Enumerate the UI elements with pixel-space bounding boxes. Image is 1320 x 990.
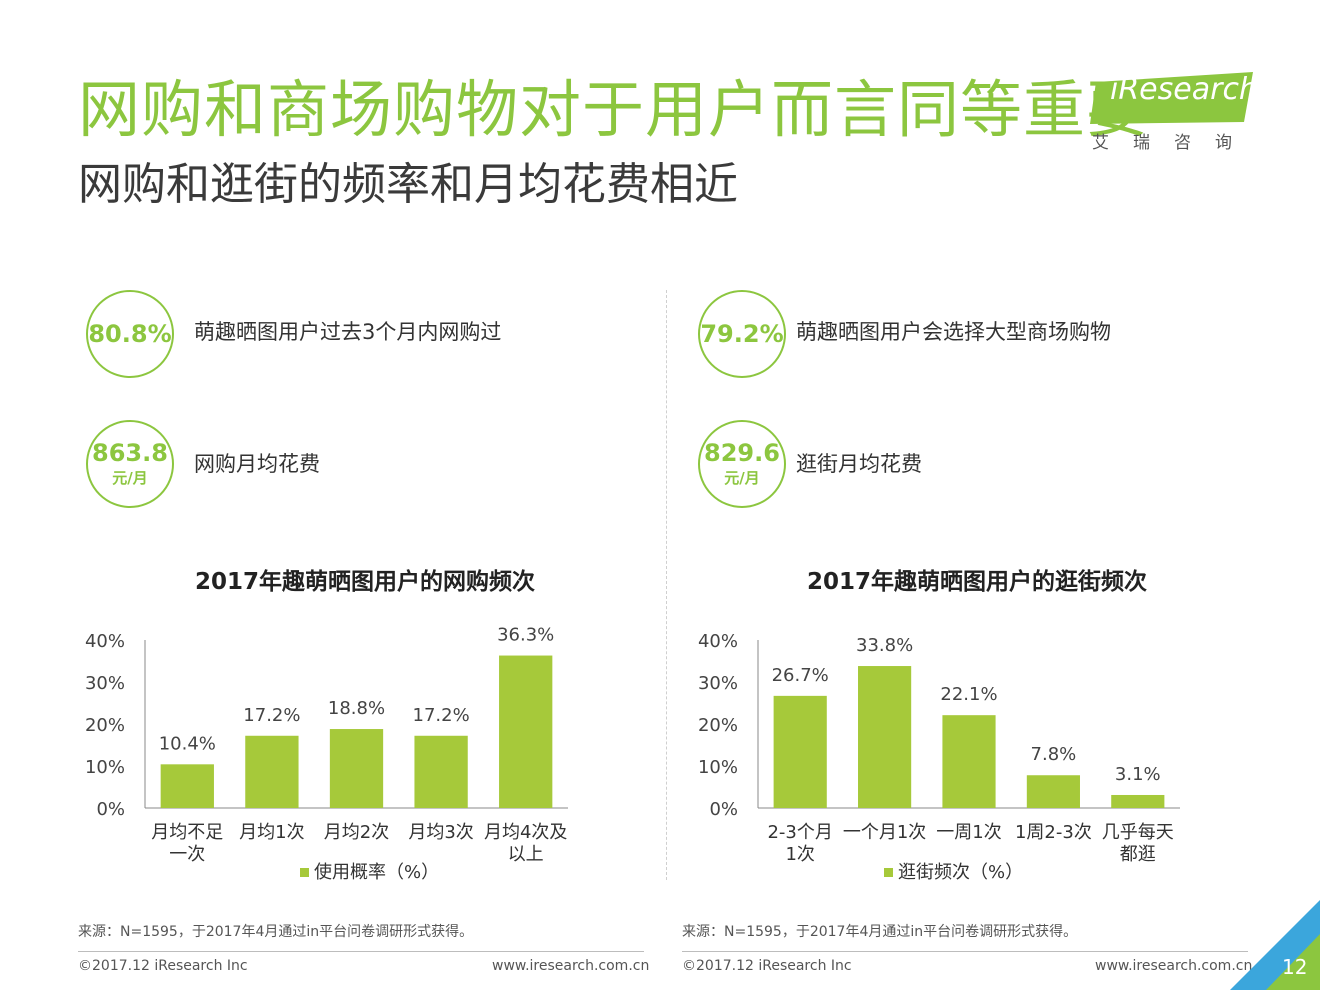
website-link-left[interactable]: www.iresearch.com.cn: [492, 958, 650, 974]
bar: [414, 735, 468, 808]
stat-value: 80.8%: [88, 320, 172, 348]
legend-swatch: [884, 868, 893, 877]
x-tick-label: 都逛: [1120, 844, 1156, 865]
x-tick-label: 月均1次: [239, 822, 304, 843]
stat-circle-online-spend: 863.8 元/月: [86, 420, 174, 508]
stat-label-mall-spend: 逛街月均花费: [796, 452, 922, 476]
y-tick-label: 30%: [698, 673, 738, 694]
chart-title-mall: 2017年趣萌晒图用户的逛街频次: [806, 569, 1147, 595]
stat-unit: 元/月: [724, 469, 760, 487]
x-tick-label: 月均不足: [151, 822, 223, 843]
bar-value-label: 33.8%: [856, 635, 913, 656]
copyright-right: ©2017.12 iResearch Inc: [682, 958, 852, 974]
y-tick-label: 10%: [698, 757, 738, 778]
bar: [499, 655, 553, 808]
stat-circle-mall-spend: 829.6 元/月: [698, 420, 786, 508]
chart-title-online: 2017年趣萌晒图用户的网购频次: [194, 569, 535, 595]
source-note-left: 来源：N=1595，于2017年4月通过in平台问卷调研形式获得。: [78, 924, 474, 940]
x-tick-label: 一周1次: [936, 822, 1001, 843]
x-tick-label: 1次: [785, 844, 814, 865]
stat-value: 79.2%: [700, 320, 784, 348]
bar-value-label: 17.2%: [413, 705, 470, 726]
logo-brand-cn: 艾瑞咨询: [1092, 133, 1256, 153]
stat-value: 863.8: [92, 439, 168, 467]
y-tick-label: 20%: [85, 715, 125, 736]
bar: [773, 695, 827, 808]
stat-unit: 元/月: [112, 469, 148, 487]
y-tick-label: 0%: [709, 799, 738, 820]
stat-label-online-rate: 萌趣晒图用户过去3个月内网购过: [194, 320, 502, 344]
y-tick-label: 10%: [85, 757, 125, 778]
page-subtitle: 网购和逛街的频率和月均花费相近: [78, 159, 738, 210]
x-tick-label: 月均4次及: [484, 822, 567, 843]
x-tick-label: 2-3个月: [767, 822, 832, 843]
bar: [1026, 775, 1080, 808]
y-tick-label: 20%: [698, 715, 738, 736]
x-tick-label: 一个月1次: [843, 822, 926, 843]
stat-label-online-spend: 网购月均花费: [194, 452, 320, 476]
x-tick-label: 1周2-3次: [1015, 822, 1092, 843]
bar-value-label: 22.1%: [940, 684, 997, 705]
bar: [942, 715, 996, 808]
logo-banner-icon: [1090, 72, 1253, 124]
copyright-left: ©2017.12 iResearch Inc: [78, 958, 248, 974]
bar-value-label: 3.1%: [1115, 764, 1161, 785]
x-tick-label: 月均2次: [324, 822, 389, 843]
logo-brand: iResearch: [1110, 72, 1258, 107]
footer-rule-right: [682, 951, 1248, 952]
stat-circle-mall-rate: 79.2%: [698, 290, 786, 378]
y-tick-label: 0%: [96, 799, 125, 820]
x-tick-label: 以上: [508, 844, 544, 865]
stat-value: 829.6: [704, 439, 780, 467]
bar-value-label: 36.3%: [497, 625, 554, 646]
bar-value-label: 26.7%: [772, 665, 829, 686]
x-tick-label: 月均3次: [408, 822, 473, 843]
y-tick-label: 40%: [698, 631, 738, 652]
iresearch-logo: iResearch 艾瑞咨询: [1088, 70, 1258, 155]
stat-label-mall-rate: 萌趣晒图用户会选择大型商场购物: [796, 320, 1111, 344]
bar: [245, 735, 299, 808]
footer-rule-left: [78, 951, 644, 952]
website-link-right[interactable]: www.iresearch.com.cn: [1095, 958, 1253, 974]
source-note-right: 来源：N=1595，于2017年4月通过in平台问卷调研形式获得。: [682, 924, 1078, 940]
center-divider: [666, 290, 667, 880]
y-tick-label: 30%: [85, 673, 125, 694]
bar-value-label: 18.8%: [328, 698, 385, 719]
y-tick-label: 40%: [85, 631, 125, 652]
legend-swatch: [300, 868, 309, 877]
bar: [160, 764, 214, 808]
corner-triangle-icon: [1230, 900, 1320, 990]
bar-value-label: 7.8%: [1031, 744, 1077, 765]
legend-label: 使用概率（%）: [314, 862, 439, 883]
page-title: 网购和商场购物对于用户而言同等重要: [78, 73, 1150, 146]
bar: [1111, 794, 1165, 808]
bar-value-label: 17.2%: [243, 705, 300, 726]
legend-label: 逛街频次（%）: [898, 862, 1023, 883]
bar-value-label: 10.4%: [159, 733, 216, 754]
bar: [329, 729, 384, 808]
page-number: 12: [1282, 955, 1308, 979]
stat-circle-online-rate: 80.8%: [86, 290, 174, 378]
bar: [858, 666, 912, 808]
x-tick-label: 一次: [169, 844, 205, 865]
x-tick-label: 几乎每天: [1102, 822, 1174, 843]
